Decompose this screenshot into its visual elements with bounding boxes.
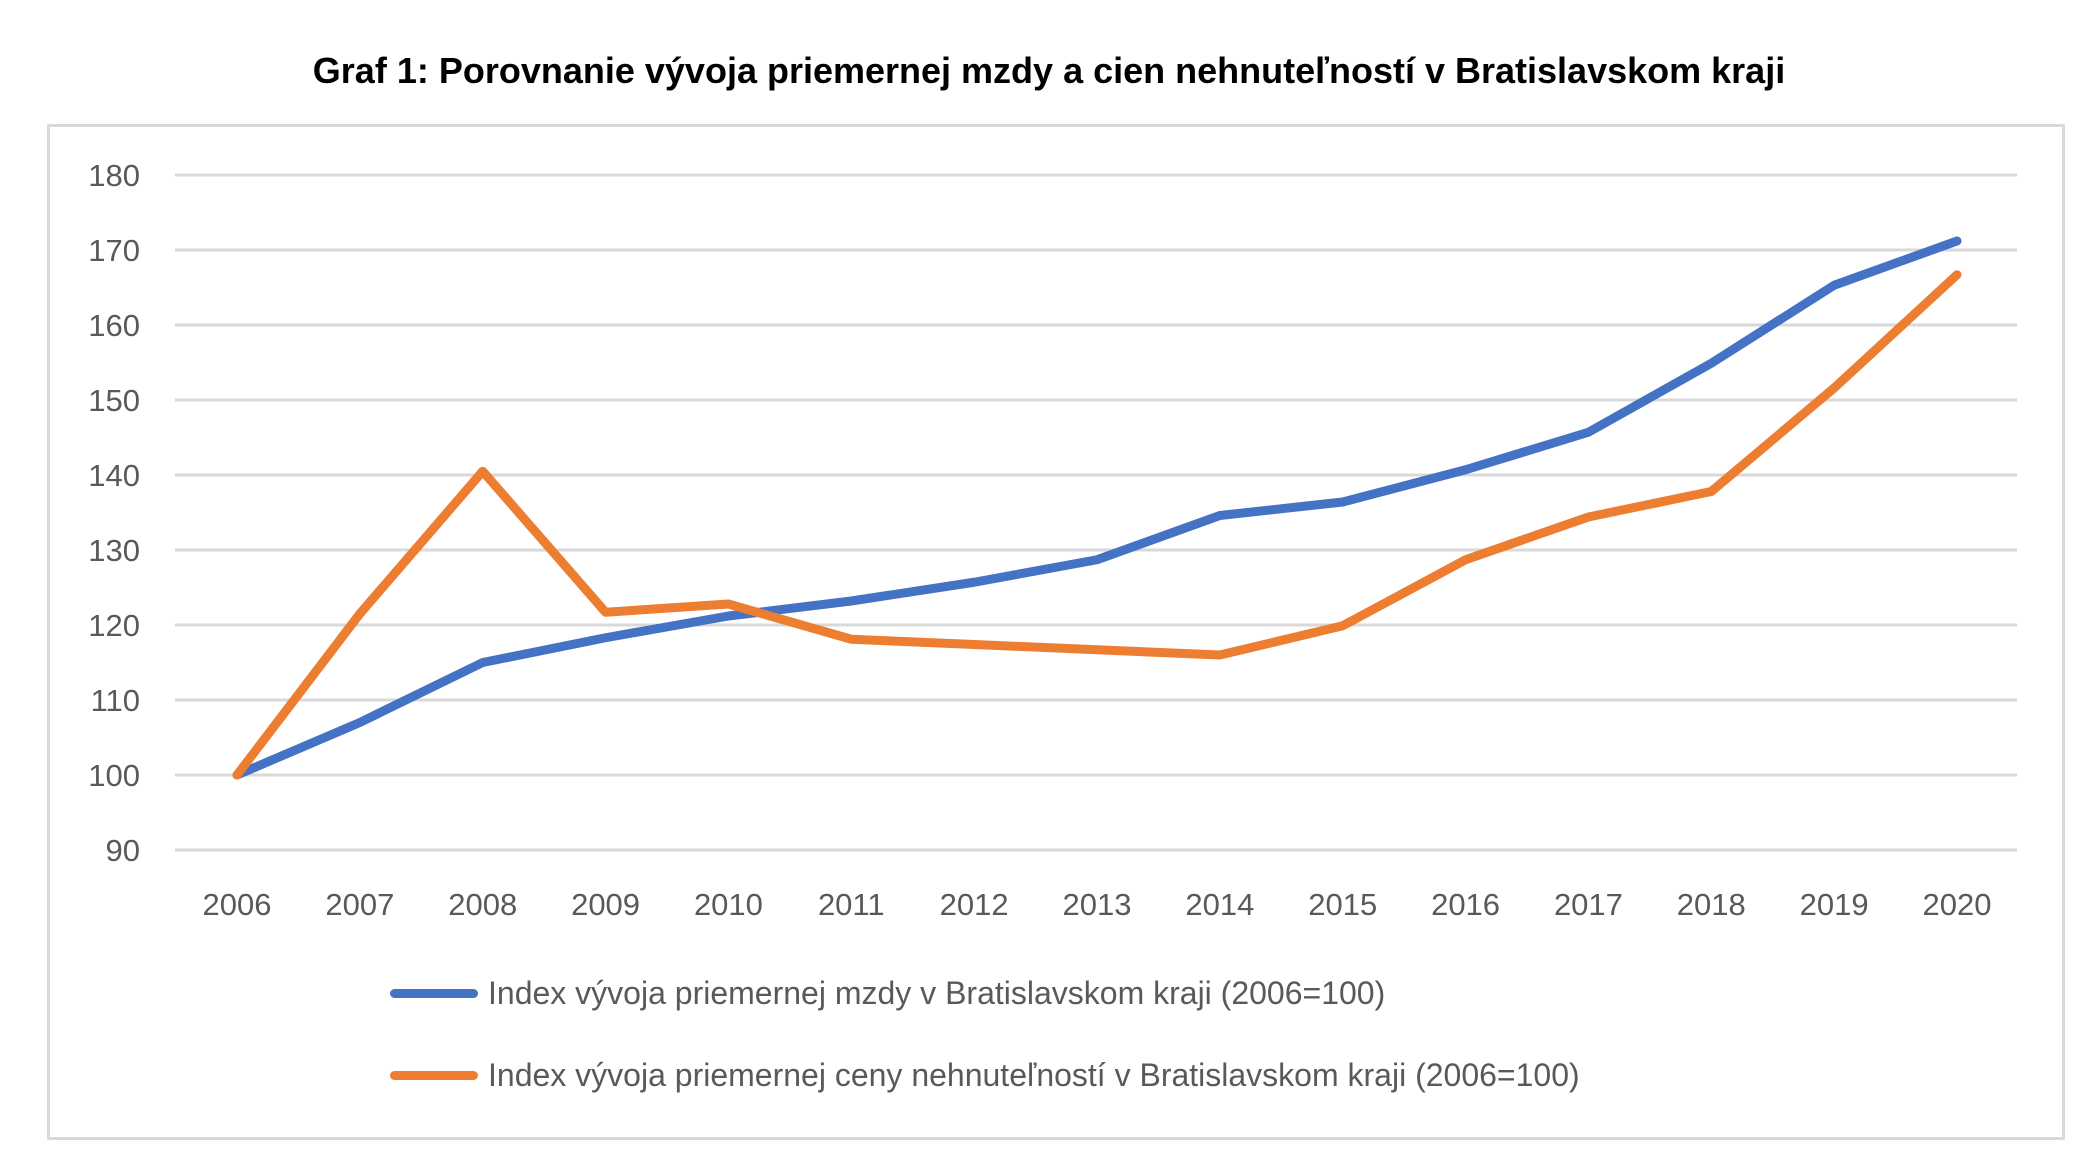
x-tick-label: 2014 <box>1185 887 1254 922</box>
y-tick-label: 170 <box>88 233 140 268</box>
y-tick-label: 150 <box>88 383 140 418</box>
x-tick-label: 2008 <box>448 887 517 922</box>
series-line-wage <box>232 236 1962 780</box>
x-tick-label: 2020 <box>1923 887 1992 922</box>
y-tick-label: 140 <box>88 458 140 493</box>
x-tick-label: 2012 <box>940 887 1009 922</box>
x-tick-label: 2018 <box>1677 887 1746 922</box>
x-tick-label: 2016 <box>1431 887 1500 922</box>
y-tick-label: 180 <box>88 158 140 193</box>
y-tick-label: 120 <box>88 608 140 643</box>
x-tick-label: 2006 <box>203 887 272 922</box>
x-tick-label: 2013 <box>1063 887 1132 922</box>
y-tick-label: 110 <box>91 683 140 718</box>
chart-frame <box>47 124 2065 1140</box>
y-tick-label: 90 <box>106 833 140 868</box>
legend-label-property: Index vývoja priemernej ceny nehnuteľnos… <box>488 1057 1580 1093</box>
y-tick-label: 160 <box>88 308 140 343</box>
y-tick-label: 130 <box>88 533 140 568</box>
y-tick-label: 100 <box>88 758 140 793</box>
legend-swatch-wage <box>390 989 478 998</box>
x-tick-label: 2010 <box>694 887 763 922</box>
x-tick-label: 2011 <box>818 887 885 922</box>
legend-label-wage: Index vývoja priemernej mzdy v Bratislav… <box>488 975 1386 1011</box>
x-tick-label: 2019 <box>1800 887 1869 922</box>
x-tick-label: 2009 <box>571 887 640 922</box>
chart-title: Graf 1: Porovnanie vývoja priemernej mzd… <box>312 50 1786 91</box>
x-tick-label: 2017 <box>1554 887 1623 922</box>
x-tick-label: 2007 <box>325 887 394 922</box>
legend-item-property: Index vývoja priemernej ceny nehnuteľnos… <box>390 1057 1580 1094</box>
legend-item-wage: Index vývoja priemernej mzdy v Bratislav… <box>390 975 1385 1012</box>
legend-swatch-property <box>390 1071 478 1080</box>
x-tick-label: 2015 <box>1308 887 1377 922</box>
